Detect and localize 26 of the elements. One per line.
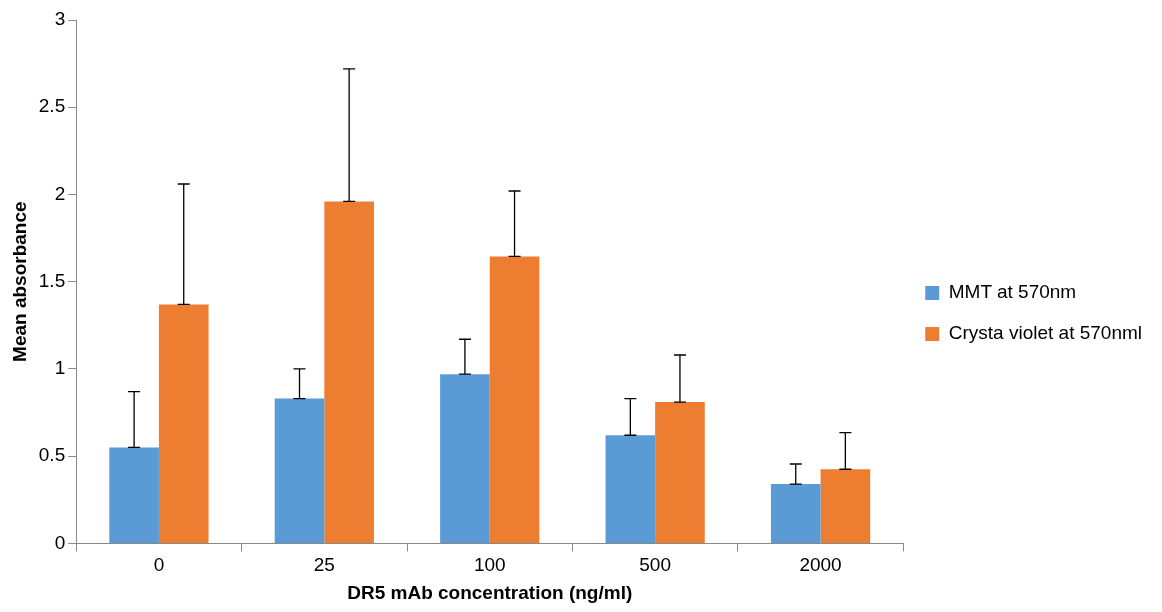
legend-label: MMT at 570nm <box>948 281 1077 303</box>
y-tick-label: 1.5 <box>38 269 66 291</box>
y-tick-label: 3 <box>54 8 66 30</box>
bar <box>158 304 209 543</box>
bar <box>274 398 325 543</box>
x-axis-title: DR5 mAb concentration (ng/ml) <box>347 581 633 603</box>
x-tick-label: 2000 <box>799 554 842 576</box>
y-tick-label: 0 <box>54 531 66 553</box>
y-tick-label: 0.5 <box>38 444 66 466</box>
bar <box>324 201 374 543</box>
bar <box>440 374 490 543</box>
y-tick-label: 2 <box>54 182 66 204</box>
y-axis-title: Mean absorbance <box>8 201 30 362</box>
bar <box>605 435 656 543</box>
x-tick-label: 0 <box>153 554 165 576</box>
y-tick-label: 1 <box>54 357 66 379</box>
bar <box>820 469 871 543</box>
y-tick-label: 2.5 <box>38 95 66 117</box>
bar <box>655 402 705 543</box>
bar <box>109 447 159 543</box>
x-tick-label: 100 <box>473 554 506 576</box>
bar <box>489 256 540 543</box>
bar <box>770 484 821 543</box>
x-tick-label: 500 <box>639 554 671 576</box>
x-tick-label: 25 <box>313 554 335 576</box>
legend-label: Crysta violet at 570nml <box>948 322 1142 344</box>
